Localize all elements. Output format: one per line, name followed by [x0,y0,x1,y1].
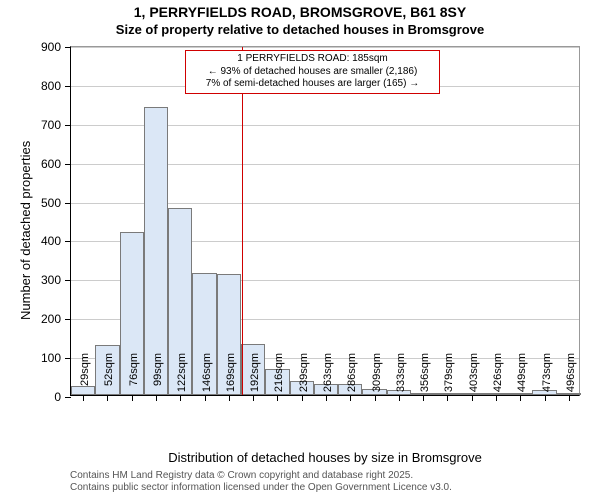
plot-area: 010020030040050060070080090029sqm52sqm76… [70,46,580,396]
x-tick-label: 403sqm [468,353,480,403]
x-tick-label: 99sqm [152,353,164,403]
y-tick [65,86,71,87]
y-tick-label: 700 [41,118,61,132]
footer-line2: Contains public sector information licen… [70,482,452,494]
x-tick-label: 169sqm [225,353,237,403]
y-tick [65,241,71,242]
x-tick-label: 192sqm [249,353,261,403]
x-tick-label: 309sqm [371,353,383,403]
gridline [71,47,579,48]
histogram-bar [144,107,168,395]
x-axis-label: Distribution of detached houses by size … [70,450,580,465]
y-tick [65,125,71,126]
property-marker-line [242,47,243,395]
x-tick-label: 356sqm [419,353,431,403]
attribution-footer: Contains HM Land Registry data © Crown c… [70,470,452,494]
y-tick-label: 400 [41,234,61,248]
x-tick-label: 449sqm [516,353,528,403]
y-tick [65,319,71,320]
x-tick-label: 426sqm [492,353,504,403]
x-tick-label: 263sqm [322,353,334,403]
x-tick-label: 333sqm [395,353,407,403]
annotation-line: 1 PERRYFIELDS ROAD: 185sqm [190,53,435,66]
y-tick [65,358,71,359]
y-tick [65,47,71,48]
x-tick-label: 76sqm [128,353,140,403]
y-axis-label: Number of detached properties [18,141,33,320]
x-tick-label: 29sqm [79,353,91,403]
x-tick-label: 473sqm [541,353,553,403]
y-tick-label: 300 [41,273,61,287]
y-tick-label: 200 [41,312,61,326]
annotation-line: 7% of semi-detached houses are larger (1… [190,78,435,91]
y-tick-label: 0 [54,390,61,404]
x-tick-label: 379sqm [443,353,455,403]
y-tick [65,280,71,281]
y-tick-label: 900 [41,40,61,54]
x-tick-label: 52sqm [103,353,115,403]
footer-line1: Contains HM Land Registry data © Crown c… [70,470,452,482]
y-tick-label: 100 [41,351,61,365]
y-tick-label: 800 [41,79,61,93]
annotation-box: 1 PERRYFIELDS ROAD: 185sqm← 93% of detac… [185,50,440,94]
chart-container: 1, PERRYFIELDS ROAD, BROMSGROVE, B61 8SY… [0,0,600,500]
x-tick-label: 122sqm [176,353,188,403]
x-tick-label: 216sqm [273,353,285,403]
y-tick-label: 500 [41,196,61,210]
x-tick-label: 286sqm [346,353,358,403]
y-tick [65,164,71,165]
chart-title-line2: Size of property relative to detached ho… [0,22,600,37]
y-tick [65,397,71,398]
y-tick [65,203,71,204]
chart-title-line1: 1, PERRYFIELDS ROAD, BROMSGROVE, B61 8SY [0,4,600,20]
x-tick-label: 496sqm [565,353,577,403]
x-tick-label: 146sqm [201,353,213,403]
y-tick-label: 600 [41,157,61,171]
x-tick-label: 239sqm [298,353,310,403]
annotation-line: ← 93% of detached houses are smaller (2,… [190,66,435,79]
